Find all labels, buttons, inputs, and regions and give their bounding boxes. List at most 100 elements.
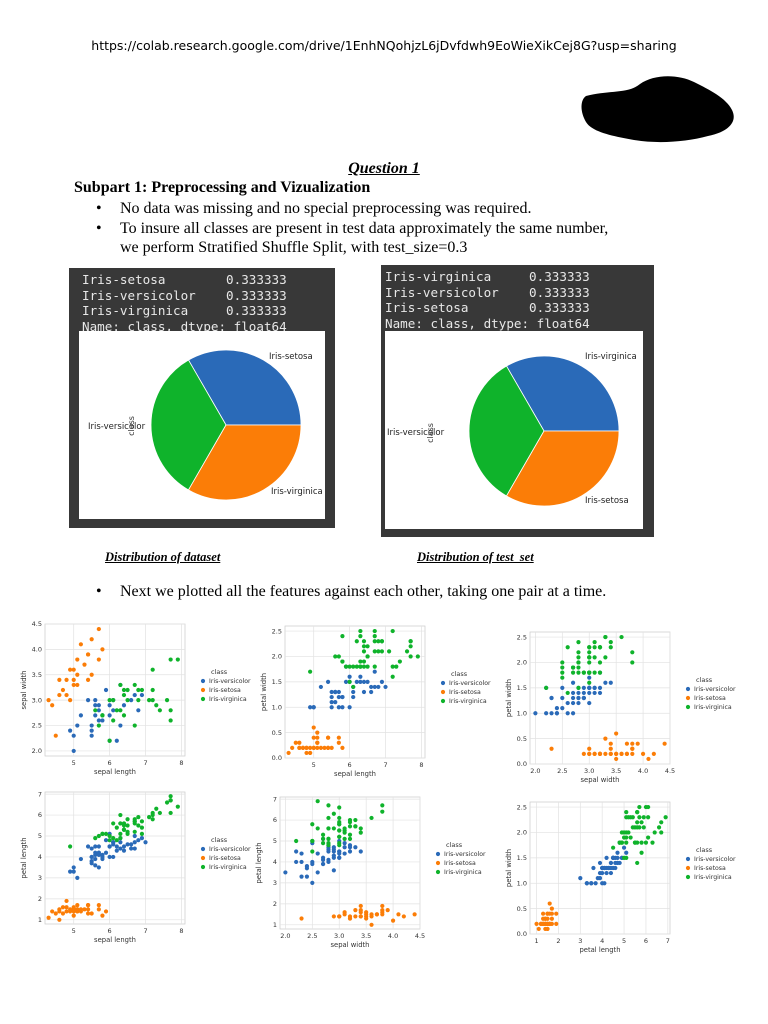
legend-entry: Iris-versicolor xyxy=(449,680,491,687)
point-versicolor xyxy=(337,849,342,854)
point-virginica xyxy=(635,825,640,830)
point-setosa xyxy=(619,751,624,756)
point-versicolor xyxy=(383,684,388,690)
point-setosa xyxy=(325,735,331,740)
point-virginica xyxy=(628,835,633,840)
point-versicolor xyxy=(606,865,611,871)
point-virginica xyxy=(331,826,336,831)
point-versicolor xyxy=(361,689,367,695)
point-setosa xyxy=(290,745,295,750)
point-virginica xyxy=(397,659,402,664)
point-versicolor xyxy=(347,705,352,710)
legend-title: class xyxy=(696,676,713,684)
scatter-svg: 2.0 2.5 3.0 3.5 4.0 4.5 0.0 0.5 1.0 1.5 2.0 2.5 sepa… xyxy=(505,631,736,784)
point-versicolor xyxy=(603,680,608,685)
point-setosa xyxy=(401,914,406,919)
point-setosa xyxy=(592,751,597,756)
point-setosa xyxy=(541,921,546,926)
point-setosa xyxy=(57,909,62,914)
point-setosa xyxy=(75,907,80,912)
point-versicolor xyxy=(107,844,112,849)
point-virginica xyxy=(408,644,413,649)
point-setosa xyxy=(85,907,91,912)
point-versicolor xyxy=(96,718,101,723)
point-virginica xyxy=(337,828,342,833)
point-versicolor xyxy=(602,865,607,871)
x-tick-label: 4.0 xyxy=(388,932,398,940)
legend-marker xyxy=(435,860,441,866)
point-versicolor xyxy=(96,703,101,708)
point-versicolor xyxy=(347,843,353,848)
pie-slice-label: Iris-versicolor xyxy=(88,422,146,432)
caption-test-set: Distribution of test_set xyxy=(417,550,534,564)
point-versicolor xyxy=(560,706,565,711)
point-virginica xyxy=(340,659,345,664)
point-versicolor xyxy=(78,713,83,718)
point-versicolor xyxy=(310,880,315,886)
point-versicolor xyxy=(85,844,91,849)
y-axis-label: petal length xyxy=(255,842,263,883)
point-setosa xyxy=(630,751,635,756)
point-versicolor xyxy=(372,669,377,674)
point-setosa xyxy=(50,909,55,914)
point-setosa xyxy=(374,912,380,917)
point-setosa xyxy=(64,898,69,904)
y-tick-label: 4.5 xyxy=(32,620,42,628)
x-tick-label: 3.5 xyxy=(611,767,621,775)
point-setosa xyxy=(75,657,80,662)
point-versicolor xyxy=(308,705,313,710)
value-counts-text: Iris-virginica 0.333333 Iris-versicolor … xyxy=(385,269,590,331)
point-versicolor xyxy=(369,684,374,690)
legend-marker xyxy=(440,698,446,704)
scatter-plot-2: 5 6 7 8 0.0 0.5 1.0 1.5 2.0 2.5 sepal length petal … xyxy=(255,622,500,792)
point-versicolor xyxy=(107,703,112,708)
point-versicolor xyxy=(132,840,137,845)
scatter-plot-5: 2.0 2.5 3.0 3.5 4.0 4.5 1 2 3 4 5 6 7 sepal width peta… xyxy=(250,793,505,963)
point-setosa xyxy=(329,745,334,750)
url-header[interactable]: https://colab.research.google.com/drive/… xyxy=(91,38,677,53)
point-setosa xyxy=(337,914,342,919)
point-virginica xyxy=(132,682,137,688)
point-virginica xyxy=(361,644,367,649)
x-tick-label: 3.0 xyxy=(584,767,594,775)
point-virginica xyxy=(624,840,629,845)
point-virginica xyxy=(333,654,338,659)
point-virginica xyxy=(315,799,320,804)
x-tick-label: 2 xyxy=(556,937,560,945)
point-versicolor xyxy=(129,842,134,847)
point-versicolor xyxy=(100,854,105,860)
point-setosa xyxy=(68,667,73,672)
point-setosa xyxy=(100,913,105,918)
point-virginica xyxy=(294,838,299,844)
point-virginica xyxy=(358,826,363,831)
point-virginica xyxy=(337,843,342,848)
point-setosa xyxy=(315,740,320,745)
y-axis-label: sepal width xyxy=(20,671,28,710)
point-virginica xyxy=(150,667,155,672)
point-versicolor xyxy=(372,684,377,690)
point-setosa xyxy=(336,735,341,740)
point-versicolor xyxy=(315,870,320,875)
point-versicolor xyxy=(597,690,603,696)
point-virginica xyxy=(361,649,367,654)
point-virginica xyxy=(111,698,116,703)
legend-marker xyxy=(440,689,446,695)
point-versicolor xyxy=(315,851,320,856)
point-versicolor xyxy=(111,854,116,860)
point-setosa xyxy=(318,745,323,750)
point-setosa xyxy=(347,914,353,919)
point-setosa xyxy=(297,745,302,750)
point-setosa xyxy=(85,652,91,657)
point-setosa xyxy=(315,730,320,735)
y-tick-label: 0.0 xyxy=(517,760,527,768)
point-versicolor xyxy=(361,679,367,684)
point-setosa xyxy=(662,741,667,746)
point-virginica xyxy=(639,840,644,845)
point-versicolor xyxy=(93,844,98,849)
point-versicolor xyxy=(608,870,614,876)
point-versicolor xyxy=(581,685,586,690)
point-versicolor xyxy=(71,748,76,754)
scatter-svg: 1 2 3 4 5 6 7 0.0 0.5 1.0 1.5 2.0 2.5 petal length pet… xyxy=(505,801,736,954)
point-virginica xyxy=(111,718,116,723)
point-virginica xyxy=(326,843,331,848)
